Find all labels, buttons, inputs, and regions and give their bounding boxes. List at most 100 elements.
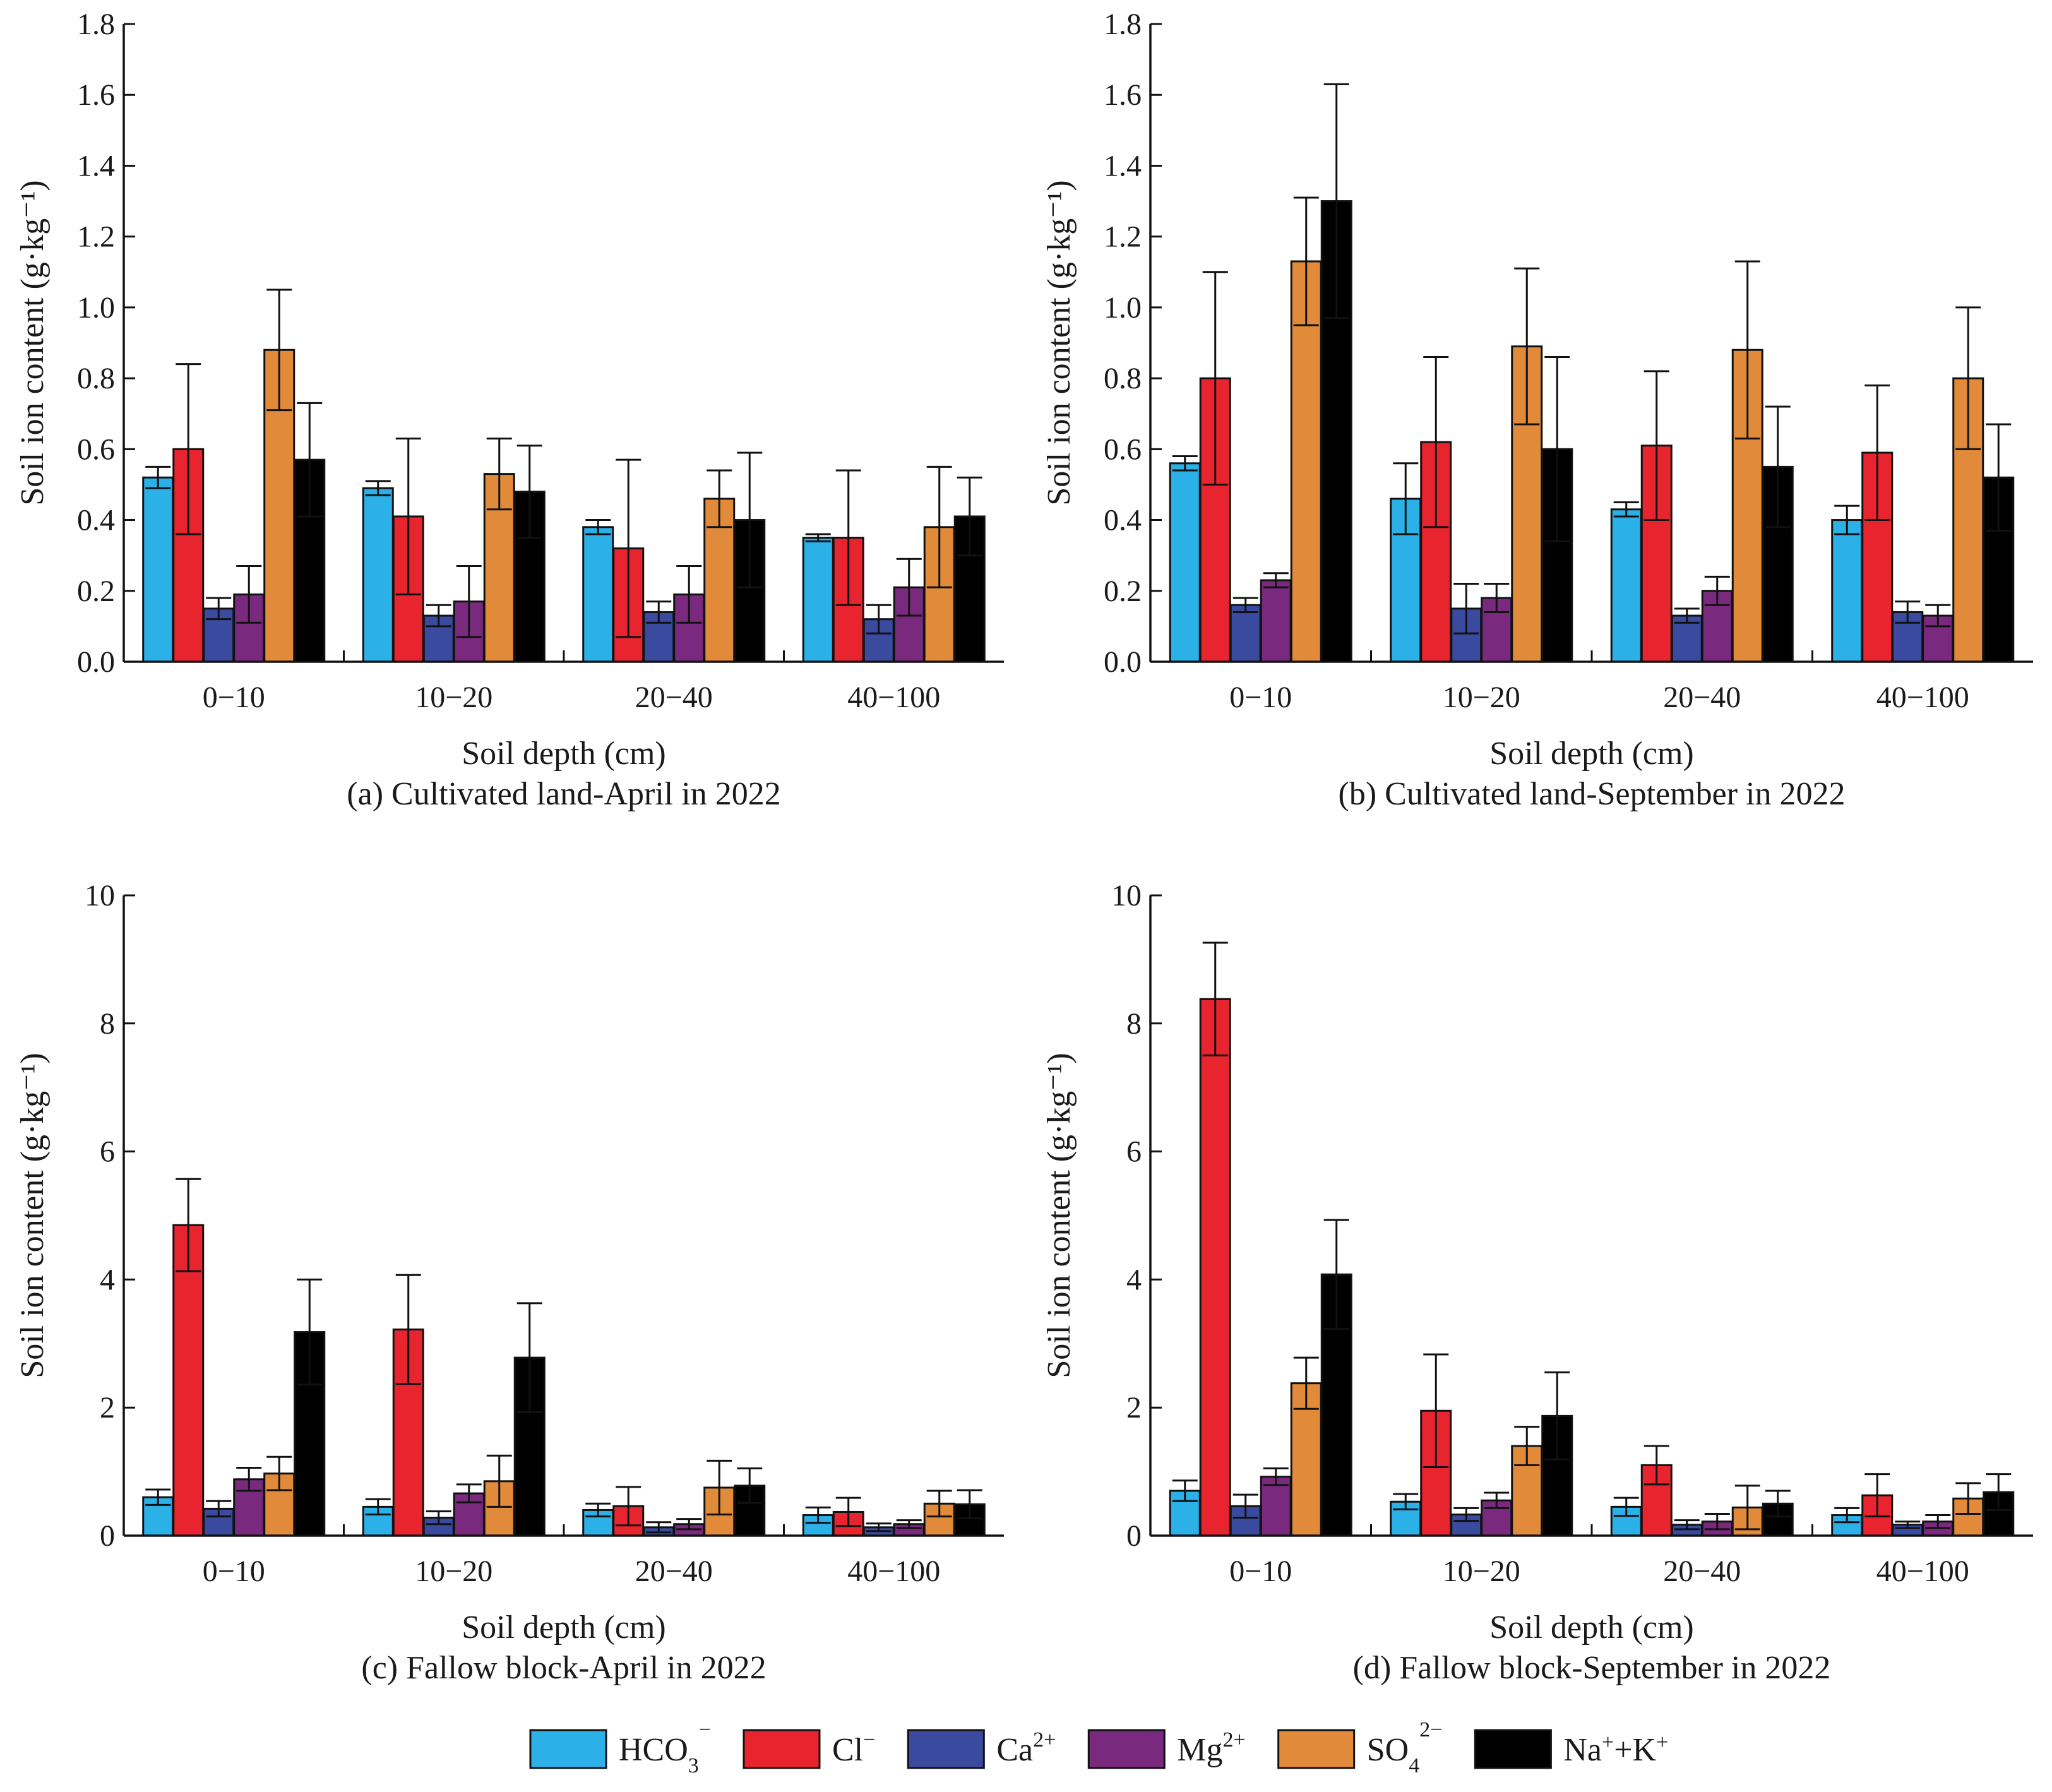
error-bar-d-Ca-0 bbox=[1232, 1493, 1258, 1519]
legend-swatch bbox=[743, 1729, 821, 1769]
error-bar-d-NaK-0 bbox=[1323, 1219, 1349, 1330]
error-bar-a-SO4-0 bbox=[266, 289, 292, 412]
error-bar-b-HCO3-0 bbox=[1172, 455, 1198, 472]
y-tick-label: 6 bbox=[1126, 1135, 1142, 1169]
bar-a-HCO3-2 bbox=[582, 526, 614, 663]
bar-a-HCO3-1 bbox=[362, 487, 394, 663]
error-bar-d-SO4-2 bbox=[1734, 1484, 1760, 1531]
error-bar-a-Mg-3 bbox=[896, 558, 922, 617]
error-bar-d-Mg-2 bbox=[1704, 1513, 1730, 1531]
error-bar-d-HCO3-1 bbox=[1393, 1493, 1419, 1510]
y-tick-label: 0.0 bbox=[77, 645, 115, 679]
error-bar-d-NaK-1 bbox=[1544, 1371, 1570, 1460]
bar-b-Ca-0 bbox=[1229, 604, 1262, 663]
error-bar-d-HCO3-2 bbox=[1613, 1496, 1639, 1517]
legend: HCO3− Cl− Ca2+ Mg2+ SO42− Na++K+ bbox=[529, 1718, 1668, 1777]
error-bar-d-Cl-0 bbox=[1202, 941, 1228, 1056]
error-bar-b-Mg-2 bbox=[1704, 575, 1730, 606]
y-tick-label: 0.8 bbox=[1104, 362, 1142, 395]
legend-swatch bbox=[907, 1729, 985, 1769]
error-bar-c-Mg-3 bbox=[896, 1519, 922, 1529]
error-bar-a-Cl-1 bbox=[395, 438, 421, 595]
y-tick-label: 2 bbox=[100, 1391, 115, 1425]
y-tick-label: 10 bbox=[1111, 879, 1142, 912]
bar-d-Cl-0 bbox=[1199, 998, 1231, 1537]
y-tick-label: 10 bbox=[85, 879, 115, 912]
error-bar-c-Ca-1 bbox=[426, 1510, 451, 1526]
error-bar-a-Ca-2 bbox=[646, 600, 672, 624]
error-bar-c-SO4-2 bbox=[707, 1459, 732, 1516]
y-tick-label: 0.8 bbox=[77, 362, 115, 395]
y-tick-label: 0.2 bbox=[77, 575, 115, 608]
error-bar-a-NaK-2 bbox=[737, 451, 763, 588]
y-tick-label: 1.6 bbox=[77, 78, 115, 112]
error-bar-d-NaK-2 bbox=[1765, 1490, 1791, 1518]
chart-panels: 0.0 0.2 0.4 0.6 0.8 1.0 1.2 1.4 1.6 1.8 0−10 10−20 2… bbox=[15, 8, 2033, 1686]
error-bar-b-Cl-1 bbox=[1423, 355, 1449, 529]
error-bar-b-Ca-2 bbox=[1674, 607, 1700, 624]
bar-b-Mg-0 bbox=[1260, 579, 1292, 663]
error-bar-d-Mg-0 bbox=[1263, 1467, 1289, 1486]
chart-panel-d: 0 2 4 6 8 10 0−10 10−20 20−40 40−100 Soil depth (c… bbox=[1041, 879, 2033, 1686]
error-bar-c-SO4-0 bbox=[266, 1455, 292, 1491]
y-axis-title: Soil ion content (g·kg⁻¹) bbox=[15, 180, 51, 505]
y-tick-label: 0.6 bbox=[1104, 433, 1142, 466]
error-bar-d-SO4-1 bbox=[1514, 1426, 1540, 1466]
legend-swatch bbox=[529, 1729, 607, 1769]
x-tick-label: 40−100 bbox=[1876, 681, 1969, 714]
error-bar-b-Cl-0 bbox=[1202, 271, 1228, 486]
error-bar-b-Mg-0 bbox=[1263, 572, 1289, 588]
chart-panel-c: 0 2 4 6 8 10 0−10 10−20 20−40 40−100 Soil depth (c… bbox=[15, 879, 1004, 1686]
legend-item-Cl: Cl− bbox=[743, 1728, 875, 1769]
error-bar-c-SO4-3 bbox=[926, 1490, 952, 1518]
panel-caption: (a) Cultivated land-April in 2022 bbox=[347, 776, 780, 812]
bar-b-HCO3-0 bbox=[1169, 462, 1201, 663]
legend-label: Mg2+ bbox=[1177, 1728, 1245, 1768]
error-bar-c-NaK-0 bbox=[297, 1278, 323, 1386]
chart-panel-b: 0.0 0.2 0.4 0.6 0.8 1.0 1.2 1.4 1.6 1.8 0−10 10−20 2… bbox=[1041, 8, 2033, 812]
legend-label: Ca2+ bbox=[996, 1728, 1056, 1768]
error-bar-b-Cl-2 bbox=[1643, 370, 1669, 522]
legend-item-SO4: SO42− bbox=[1277, 1718, 1442, 1777]
error-bar-d-SO4-0 bbox=[1293, 1356, 1319, 1410]
bar-b-HCO3-3 bbox=[1831, 519, 1863, 663]
error-bar-c-SO4-1 bbox=[486, 1454, 512, 1508]
error-bar-c-NaK-2 bbox=[737, 1467, 763, 1504]
bar-c-Cl-0 bbox=[172, 1224, 205, 1537]
error-bar-b-SO4-3 bbox=[1955, 306, 1981, 450]
x-tick-label: 40−100 bbox=[847, 1555, 940, 1588]
y-tick-label: 8 bbox=[1126, 1007, 1142, 1041]
panel-caption: (d) Fallow block-September in 2022 bbox=[1353, 1650, 1831, 1686]
x-tick-label: 20−40 bbox=[1663, 1555, 1741, 1588]
error-bar-a-HCO3-1 bbox=[365, 480, 391, 496]
error-bar-a-HCO3-3 bbox=[805, 533, 831, 542]
y-tick-label: 0.2 bbox=[1104, 575, 1142, 608]
legend-swatch bbox=[1277, 1729, 1356, 1769]
error-bar-a-NaK-0 bbox=[297, 402, 323, 518]
error-bar-b-SO4-2 bbox=[1734, 260, 1760, 439]
panel-caption: (c) Fallow block-April in 2022 bbox=[361, 1650, 766, 1686]
error-bar-b-SO4-1 bbox=[1514, 267, 1540, 426]
error-bar-a-Cl-3 bbox=[835, 469, 861, 606]
y-tick-label: 0.4 bbox=[77, 504, 115, 537]
error-bar-d-Mg-3 bbox=[1925, 1514, 1951, 1529]
error-bar-c-HCO3-2 bbox=[585, 1502, 611, 1518]
error-bar-a-SO4-3 bbox=[926, 465, 952, 588]
error-bar-d-SO4-3 bbox=[1955, 1482, 1981, 1515]
error-bar-b-HCO3-2 bbox=[1613, 501, 1639, 518]
bar-a-HCO3-3 bbox=[802, 537, 834, 663]
y-tick-label: 1.0 bbox=[77, 291, 115, 325]
bar-a-HCO3-0 bbox=[142, 476, 174, 663]
y-axis-title: Soil ion content (g·kg⁻¹) bbox=[15, 1053, 51, 1378]
x-tick-label: 20−40 bbox=[635, 1555, 713, 1588]
y-tick-label: 1.6 bbox=[1104, 78, 1142, 112]
y-tick-label: 2 bbox=[1126, 1391, 1142, 1425]
error-bar-c-NaK-1 bbox=[516, 1302, 542, 1413]
error-bar-b-NaK-3 bbox=[1986, 423, 2012, 532]
error-bar-c-HCO3-0 bbox=[145, 1488, 171, 1506]
error-bar-c-NaK-3 bbox=[957, 1489, 982, 1520]
x-axis-title: Soil depth (cm) bbox=[462, 1610, 666, 1646]
error-bar-a-SO4-2 bbox=[707, 469, 732, 529]
error-bar-c-Cl-3 bbox=[835, 1496, 861, 1527]
legend-label: Na++K+ bbox=[1563, 1731, 1668, 1769]
